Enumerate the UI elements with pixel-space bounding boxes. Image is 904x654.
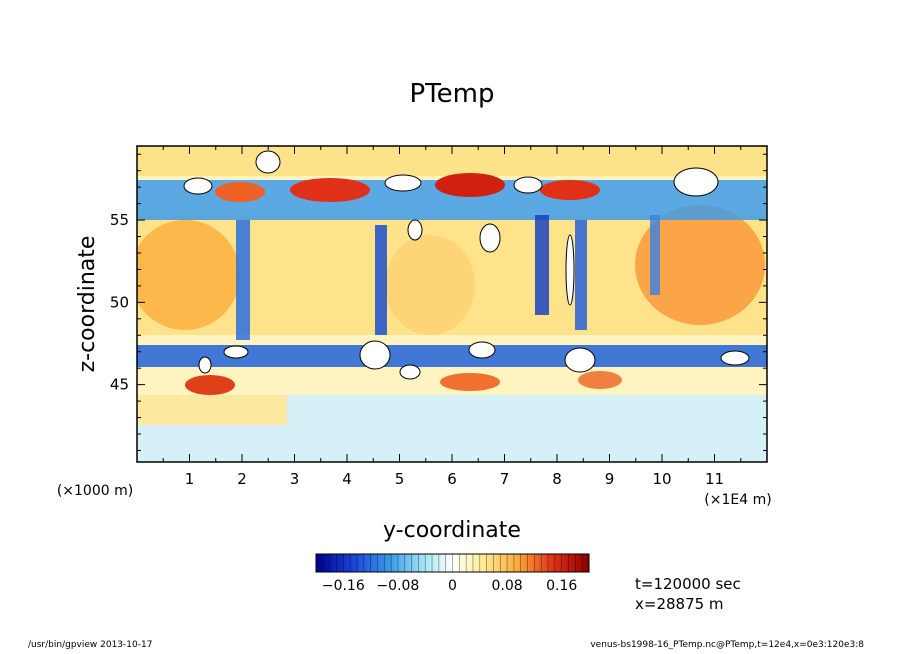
colorbar-cells — [315, 554, 583, 572]
field-cold-plume-1 — [236, 220, 250, 340]
field-lower-warm-3 — [578, 371, 622, 389]
footer-program: /usr/bin/gpview 2013-10-17 — [28, 640, 153, 650]
field-hole-5 — [673, 167, 719, 197]
x-axis-label: y-coordinate — [383, 518, 521, 543]
field-warm-streak-2 — [435, 173, 505, 197]
field-hole-11 — [468, 341, 496, 359]
field-hole-14 — [399, 364, 421, 380]
field-hole-6 — [479, 223, 501, 253]
field-cold-plume-4 — [575, 220, 587, 330]
y-tick-label: 50 — [110, 293, 129, 311]
colorbar: −0.16 −0.08 0 0.08 0.16 — [315, 553, 590, 594]
x-tick-label: 1 — [185, 470, 195, 488]
field-hole-7 — [407, 219, 423, 241]
field-hole-3 — [384, 174, 422, 192]
field-cold-plume-2 — [375, 225, 387, 335]
y-tick-label: 45 — [110, 376, 129, 394]
colorbar-tick-label: −0.08 — [376, 578, 419, 594]
field-cold-plume-5 — [650, 215, 660, 295]
x-tick-label: 7 — [500, 470, 510, 488]
field-hole-2 — [183, 177, 213, 195]
field-hole-12 — [223, 345, 249, 359]
field-hole-9 — [359, 340, 391, 370]
field-warm-streak-1 — [290, 178, 370, 202]
x-tick-label: 6 — [447, 470, 457, 488]
field-hole-8 — [565, 234, 575, 306]
field-lower-cold-band — [137, 345, 767, 367]
x-tick-label: 9 — [605, 470, 615, 488]
colorbar-ticks: −0.16 −0.08 0 0.08 0.16 — [322, 578, 578, 594]
time-annotation: t=120000 sec — [635, 575, 741, 593]
y-tick-label: 55 — [110, 211, 129, 229]
colorbar-tick-label: 0.16 — [546, 578, 577, 594]
x-tick-label: 5 — [395, 470, 405, 488]
chart-title: PTemp — [410, 79, 495, 109]
x-axis-ticks: 1 2 3 4 5 6 7 8 9 10 11 — [162, 146, 742, 488]
field-hole-1 — [255, 150, 281, 174]
field-hole-13 — [720, 350, 750, 366]
footer-source: venus-bs1998-16_PTemp.nc@PTemp,t=12e4,x=… — [590, 640, 864, 650]
x-tick-label: 2 — [237, 470, 247, 488]
ptemp-field — [137, 146, 767, 462]
field-lower-warm-left — [137, 395, 287, 425]
x-tick-label: 10 — [652, 470, 671, 488]
field-warm-streak-4 — [215, 182, 265, 202]
position-annotation: x=28875 m — [635, 595, 724, 613]
x-tick-label: 11 — [705, 470, 724, 488]
y-axis-ticks: 45 50 55 — [110, 153, 767, 451]
colorbar-tick-label: −0.16 — [322, 578, 365, 594]
field-warm-blob-left — [137, 220, 240, 330]
colorbar-tick-label: 0.08 — [492, 578, 523, 594]
field-lower-warm-2 — [440, 373, 500, 391]
y-unit-label: (×1000 m) — [57, 483, 133, 499]
x-tick-label: 4 — [342, 470, 352, 488]
field-warm-blob-right — [635, 205, 765, 325]
y-axis-label: z-coordinate — [75, 236, 100, 373]
field-warm-blob-center — [385, 235, 475, 335]
field-hole-15 — [198, 356, 212, 374]
x-tick-label: 8 — [552, 470, 562, 488]
field-hole-10 — [564, 347, 596, 373]
field-lower-warm-1 — [185, 375, 235, 395]
field-cold-plume-3 — [535, 215, 549, 315]
field-warm-streak-3 — [540, 180, 600, 200]
x-tick-label: 3 — [290, 470, 300, 488]
x-unit-label: (×1E4 m) — [704, 492, 771, 508]
field-hole-4 — [513, 176, 543, 194]
colorbar-tick-label: 0 — [448, 578, 457, 594]
